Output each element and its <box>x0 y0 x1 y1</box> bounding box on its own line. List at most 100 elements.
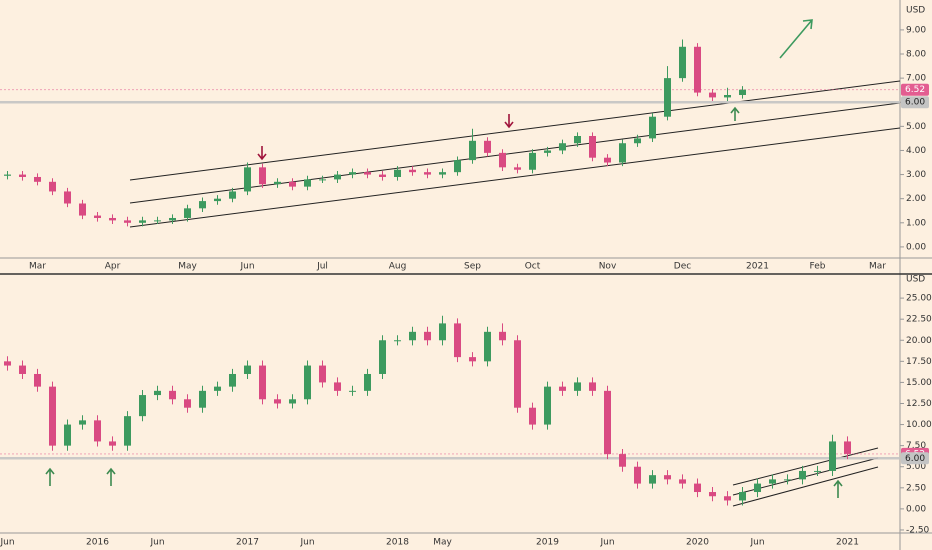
candle-body <box>439 172 446 175</box>
candle-body <box>379 340 386 374</box>
candle-body <box>499 331 506 341</box>
x-tick-label: 2021 <box>836 538 859 548</box>
x-tick-label: May <box>178 262 197 272</box>
candle-body <box>94 215 101 218</box>
y-tick-label: -2.50 <box>906 525 930 535</box>
candle-body <box>649 475 656 484</box>
candle-body <box>49 386 56 446</box>
candle-body <box>139 220 146 223</box>
candle-body <box>64 424 71 446</box>
y-tick-label: 5.00 <box>906 462 926 472</box>
candle-body <box>259 167 266 185</box>
candle-body <box>154 220 161 222</box>
candle-body <box>229 191 236 199</box>
candle-body <box>754 483 761 493</box>
candle-body <box>364 373 371 391</box>
candle-body <box>349 390 356 392</box>
candle-body <box>514 167 521 170</box>
candle-body <box>499 152 506 168</box>
candle-body <box>79 203 86 216</box>
candle-body <box>844 441 851 454</box>
candle-body <box>634 138 641 144</box>
candle-body <box>394 169 401 177</box>
candle-body <box>559 386 566 391</box>
y-tick-label: 1.00 <box>906 218 926 228</box>
candle-body <box>814 470 821 472</box>
candle-body <box>529 152 536 170</box>
candle-body <box>364 172 371 175</box>
candle-body <box>94 420 101 442</box>
candle-body <box>679 46 686 79</box>
x-tick-label: 2021 <box>746 262 769 272</box>
candle-body <box>274 399 281 404</box>
candle-body <box>334 174 341 180</box>
y-tick-label: 3.00 <box>906 170 926 180</box>
y-tick-label: 22.50 <box>906 315 932 325</box>
candle-body <box>409 331 416 341</box>
candle-body <box>469 140 476 161</box>
candle-body <box>304 365 311 400</box>
trend-channel <box>129 80 901 228</box>
x-tick-label: Jun <box>239 262 254 272</box>
candle-body <box>124 220 131 223</box>
arrows <box>45 19 843 498</box>
candle-body <box>19 174 26 177</box>
y-tick-label: 7.50 <box>906 441 926 451</box>
candle-body <box>619 454 626 467</box>
candle-body <box>379 174 386 177</box>
price-label: 6.00 <box>905 98 925 108</box>
x-tick-label: Dec <box>674 262 691 272</box>
candle-body <box>34 176 41 182</box>
candle-body <box>619 143 626 163</box>
candle-body <box>604 157 611 163</box>
candle-body <box>514 340 521 408</box>
candle-body <box>289 181 296 187</box>
candle-body <box>4 174 11 176</box>
candle-body <box>664 78 671 117</box>
x-tick-label: Jun <box>599 538 614 548</box>
y-tick-label: 5.00 <box>906 122 926 132</box>
candle-body <box>709 92 716 98</box>
y-tick-label: 20.00 <box>906 336 932 346</box>
candle-body <box>484 140 491 153</box>
x-tick-label: Nov <box>599 262 617 272</box>
candle-body <box>49 181 56 192</box>
y-tick-label: 17.50 <box>906 357 932 367</box>
candle-body <box>454 160 461 173</box>
candle-body <box>724 496 731 501</box>
candle-body <box>799 470 806 480</box>
candle-body <box>169 390 176 400</box>
candle-body <box>289 399 296 404</box>
candle-body <box>739 89 746 96</box>
x-tick-label: Oct <box>525 262 541 272</box>
x-tick-label: 2018 <box>386 538 409 548</box>
x-tick-label: 2020 <box>686 538 709 548</box>
candle-body <box>274 181 281 185</box>
y-tick-label: 12.50 <box>906 399 932 409</box>
price-label-box <box>901 452 929 465</box>
candle-body <box>574 135 581 144</box>
y-tick-label: 4.00 <box>906 146 926 156</box>
candle-body <box>19 365 26 374</box>
currency-label: USD <box>906 6 925 16</box>
price-label: 6.52 <box>905 85 925 95</box>
candle-body <box>649 116 656 139</box>
candle-body <box>469 357 476 362</box>
candle-body <box>784 479 791 481</box>
candle-body <box>544 150 551 153</box>
candle-body <box>544 386 551 425</box>
x-tick-label: 2017 <box>236 538 259 548</box>
candle-body <box>214 386 221 391</box>
x-tick-label: Jul <box>316 262 328 272</box>
candle-body <box>484 331 491 362</box>
y-tick-label: 2.50 <box>906 483 926 493</box>
candle-body <box>604 390 611 455</box>
y-tick-label: 8.00 <box>906 50 926 60</box>
candle-body <box>829 441 836 471</box>
y-tick-label: 2.00 <box>906 194 926 204</box>
candle-body <box>169 217 176 221</box>
x-tick-label: Apr <box>105 262 121 272</box>
candle-body <box>439 323 446 341</box>
